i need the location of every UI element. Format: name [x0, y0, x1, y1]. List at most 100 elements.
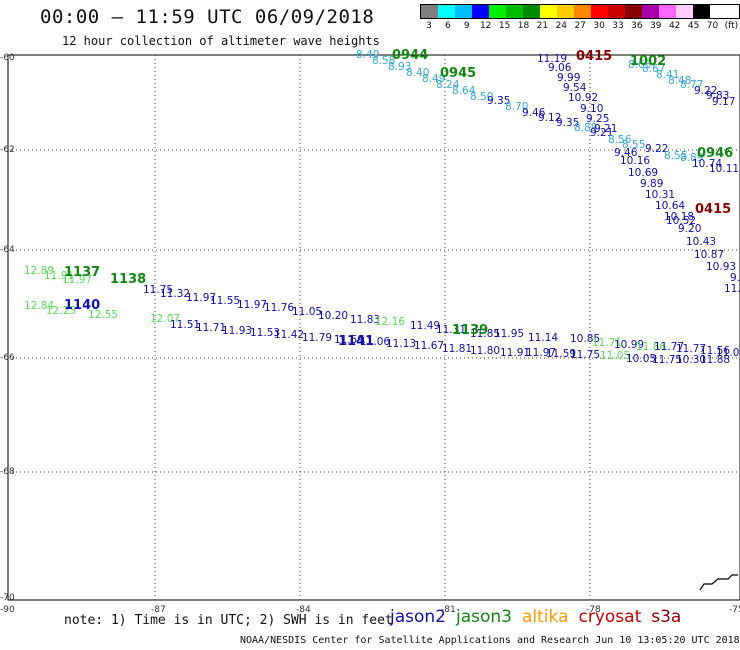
wave-height-label: 11.91	[500, 347, 530, 359]
wave-height-label: 12.07	[150, 313, 180, 325]
wave-height-label: 8.64	[452, 85, 476, 97]
longitude-label: -78	[586, 605, 601, 615]
wave-height-label: 11.42	[274, 329, 304, 341]
satellite-altika: altika	[522, 607, 569, 627]
axis-labels: -60 -62 -64 -66 -68 -70 -90 -87 -84 -81 -78 -75	[0, 53, 740, 615]
wave-height-label: 9.22	[694, 85, 717, 97]
wave-height-label: 11.67	[414, 340, 444, 352]
wave-height-label: 10.31	[645, 189, 675, 201]
wave-height-label: 11.56	[700, 345, 730, 357]
pass-time-label: 1137	[64, 265, 100, 280]
legend-label: (ft)	[724, 21, 739, 31]
wave-height-label: 9.17	[712, 96, 735, 108]
pass-time-label: 0415	[695, 202, 731, 217]
legend-swatch	[659, 5, 676, 18]
wave-height-label: 9.83	[706, 90, 729, 102]
wave-height-label: 11.76	[264, 302, 294, 314]
pass-time-label: 0944	[392, 48, 428, 63]
wave-height-label: 8.56	[608, 134, 632, 146]
latitude-label: -60	[0, 53, 15, 63]
legend-swatch	[489, 5, 506, 18]
wave-height-label: 10.93	[706, 261, 736, 273]
wave-height-label: 12.55	[88, 309, 118, 321]
wave-height-label: 11.75	[143, 284, 173, 296]
pass-time-label: 1141	[338, 334, 374, 349]
wave-height-label: 11.93	[222, 325, 252, 337]
legend-label: 33	[612, 21, 624, 31]
wave-height-label: 9.10	[580, 103, 603, 115]
legend-label: 70	[706, 21, 719, 31]
wave-height-label: 11.79	[302, 332, 332, 344]
page-title: 00:00 – 11:59 UTC 06/09/2018	[40, 6, 375, 28]
wave-height-label: 10.16	[620, 155, 650, 167]
legend-label: 6	[445, 21, 451, 31]
wave-height-label: 11.06	[360, 336, 390, 348]
latitude-label: -66	[0, 353, 15, 363]
wave-height-label: 9.25	[586, 113, 609, 125]
longitude-label: -81	[441, 605, 456, 615]
wave-height-label: 9.06	[548, 62, 572, 74]
legend-swatch	[421, 5, 438, 18]
wave-height-label: 11.71	[196, 322, 226, 334]
map-gridlines	[8, 55, 740, 600]
legend-label: 12	[479, 21, 492, 31]
coastline	[699, 574, 738, 591]
wave-height-label: 8.50	[470, 91, 493, 103]
legend-labels: 3 6 9 12 15 18 21 24 27 30 33 36 39 42 45 70 (ft)	[420, 19, 740, 33]
wave-height-label: 10.92	[568, 92, 598, 104]
wave-height-label: 8.49	[356, 49, 379, 61]
wave-height-label: 11.59	[546, 348, 576, 360]
wave-height-label: 12.16	[375, 316, 405, 328]
latitude-label: -62	[0, 145, 15, 155]
longitude-label: -75	[729, 605, 740, 615]
satellite-cryosat: cryosat	[578, 607, 642, 627]
wave-height-label: 8.41	[656, 69, 679, 81]
wave-height-label: 10.99	[614, 339, 644, 351]
legend-label: 27	[574, 21, 586, 31]
color-legend: 3 6 9 12 15 18 21 24 27 30 33 36 39 42 45 70 (ft)	[420, 4, 740, 33]
wave-height-label: 8.55	[622, 139, 645, 151]
map-frame	[7, 54, 740, 601]
wave-height-label: 11.71	[592, 337, 622, 349]
legend-swatch	[506, 5, 523, 18]
wave-height-label: 11.53	[250, 327, 280, 339]
legend-label: 45	[687, 21, 700, 31]
wave-height-label: 11.91	[44, 270, 74, 282]
satellite-legend: jason2 jason3 altika cryosat s3a	[390, 607, 691, 627]
wave-height-label: 8.67	[642, 63, 665, 75]
wave-height-label: 9.46	[614, 147, 638, 159]
wave-height-label: 11.88	[700, 354, 730, 366]
wave-height-label: 11.32	[160, 288, 190, 300]
legend-label: 42	[668, 21, 681, 31]
wave-height-label: 8.93	[388, 61, 411, 73]
wave-height-label: 11.97	[186, 292, 216, 304]
pass-time-label: 1140	[64, 298, 100, 313]
wave-height-label: 9.20	[678, 223, 701, 235]
wave-height-label: 11.51	[170, 319, 200, 331]
legend-swatch	[642, 5, 659, 18]
latitude-label: -64	[0, 245, 15, 255]
wave-height-label: 11.55	[210, 295, 240, 307]
legend-label: 3	[426, 21, 432, 31]
pass-time-labels: 0944 0945 0415 1002 0946 0415 1137 1138 1140 1139…	[64, 48, 733, 349]
wave-height-label: 9.21	[590, 127, 613, 139]
wave-height-label: 9.99	[557, 72, 580, 84]
wave-height-label: 9.21	[594, 123, 617, 135]
wave-height-label: 11.94	[0, 0, 30, 3]
page-subtitle: 12 hour collection of altimeter wave hei…	[62, 34, 380, 48]
wave-height-label: 9.46	[522, 107, 546, 119]
legend-swatch	[472, 5, 489, 18]
wave-height-label: 11.29	[0, 0, 30, 3]
wave-height-label: 8.24	[436, 79, 460, 91]
legend-label: 30	[593, 21, 605, 31]
wave-height-label: 8.89	[680, 152, 703, 164]
wave-height-label: 11.19	[537, 53, 567, 65]
wave-height-label: 9.35	[487, 95, 510, 107]
wave-height-label: 11.85	[470, 328, 500, 340]
wave-height-label: 9.89	[640, 178, 663, 190]
satellite-jason3: jason3	[456, 607, 512, 627]
legend-swatch	[540, 5, 557, 18]
wave-height-label: 11.97	[62, 274, 92, 286]
longitude-label: -84	[296, 605, 311, 615]
